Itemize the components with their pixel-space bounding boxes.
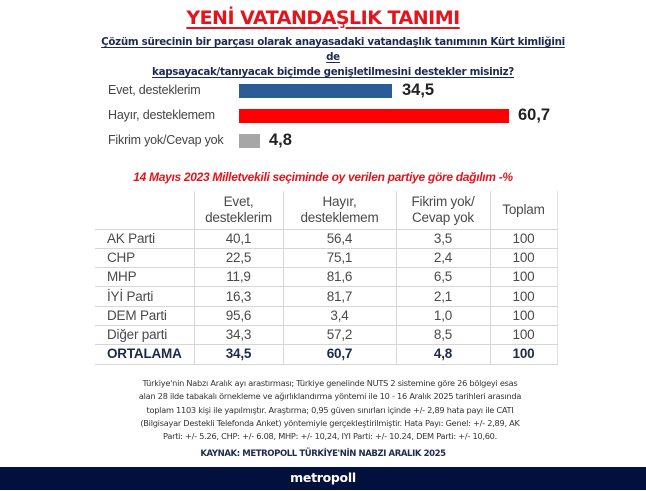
cell-no: 75,1	[282, 248, 396, 269]
survey-question: Çözüm sürecinin bir parçası olarak anaya…	[100, 35, 566, 80]
cell-none: 4,8	[395, 344, 490, 365]
cell-total: 100	[489, 267, 558, 288]
methodology-footnote: Türkiye'nin Nabzı Aralık ayı arastırması…	[95, 377, 565, 443]
header-cell-total: Toplam	[489, 191, 558, 230]
brand-logo: metropoll	[290, 470, 356, 485]
footnote-line: toplam 1103 kişi ile yapılmıştır. Araştı…	[146, 404, 514, 415]
cell-total: 100	[489, 325, 558, 346]
cell-no: 60,7	[282, 344, 396, 365]
cell-yes: 40,1	[193, 229, 283, 249]
header-cell-empty	[95, 191, 194, 230]
cell-total: 100	[489, 286, 558, 307]
table-row-average: ORTALAMA 34,5 60,7 4,8 100	[95, 344, 558, 365]
bar-label: Hayır, desteklemem	[108, 108, 215, 122]
table-row: MHP 11,9 81,6 6,5 100	[95, 267, 558, 288]
cell-yes: 34,3	[193, 325, 283, 346]
footer-band: metropoll	[0, 467, 646, 490]
cell-yes: 34,5	[193, 344, 283, 365]
party-name: CHP	[95, 248, 194, 269]
table-row: AK Parti 40,1 56,4 3,5 100	[95, 229, 558, 249]
party-name: MHP	[95, 267, 194, 288]
bar-label: Fikrim yok/Cevap yok	[108, 133, 224, 147]
table-row: İYİ Parti 16,3 81,7 2,1 100	[95, 286, 558, 307]
bar-row-none: Fikrim yok/Cevap yok 4,8	[0, 131, 646, 149]
cell-yes: 95,6	[193, 306, 283, 326]
source-credit: KAYNAK: METROPOLL TÜRKİYE'NİN NABZI ARAL…	[200, 449, 446, 459]
bar-label: Evet, desteklerim	[108, 83, 201, 97]
bar-value: 34,5	[402, 81, 435, 99]
bar-row-no: Hayır, desteklemem 60,7	[0, 106, 646, 124]
cell-total: 100	[489, 248, 558, 269]
table-row: Diğer parti 34,3 57,2 8,5 100	[95, 325, 558, 346]
bar-value: 4,8	[269, 131, 292, 149]
table-row: DEM Parti 95,6 3,4 1,0 100	[95, 306, 558, 326]
page-title-text: YENİ VATANDAŞLIK TANIMI	[186, 7, 460, 29]
distribution-table: Evet, desteklerim Hayır, desteklemem Fikri…	[95, 191, 558, 365]
page-title: YENİ VATANDAŞLIK TANIMI	[0, 7, 646, 29]
cell-no: 56,4	[282, 229, 396, 249]
party-name: DEM Parti	[95, 306, 194, 326]
cell-total: 100	[489, 229, 558, 249]
cell-no: 3,4	[282, 306, 396, 326]
footnote-line: Parti: +/- 5.26, CHP: +/- 6.08, MHP: +/-…	[163, 431, 497, 442]
table-row: CHP 22,5 75,1 2,4 100	[95, 248, 558, 269]
header-cell-no: Hayır, desteklemem	[282, 191, 396, 230]
table-header-row: Evet, desteklerim Hayır, desteklemem Fikri…	[95, 191, 558, 230]
bar-none	[239, 134, 260, 148]
bar-yes	[239, 84, 392, 98]
footnote-line: Türkiye'nin Nabzı Aralık ayı arastırması…	[142, 378, 518, 388]
average-label: ORTALAMA	[95, 344, 194, 365]
question-line-2: kapsayacak/tanıyacak biçimde genişletilm…	[152, 66, 514, 78]
cell-none: 2,1	[395, 286, 490, 307]
footnote-line: alan 28 ilde tabakalı örnekleme ve ağırl…	[138, 391, 522, 402]
cell-yes: 11,9	[193, 267, 283, 288]
cell-none: 8,5	[395, 325, 490, 346]
cell-none: 6,5	[395, 267, 490, 288]
cell-no: 81,6	[282, 267, 396, 288]
cell-no: 81,7	[282, 286, 396, 307]
bar-no	[239, 109, 509, 123]
party-name: AK Parti	[95, 229, 194, 249]
cell-none: 1,0	[395, 306, 490, 326]
header-cell-yes: Evet, desteklerim	[193, 191, 283, 230]
header-cell-none: Fikrim yok/Cevap yok	[395, 191, 490, 230]
footnote-line: (Bilgisayar Destekli Telefonda Anket) yö…	[140, 417, 520, 428]
question-line-1: Çözüm sürecinin bir parçası olarak anaya…	[101, 36, 565, 63]
bar-value: 60,7	[518, 106, 551, 124]
cell-yes: 16,3	[193, 286, 283, 307]
cell-total: 100	[489, 344, 558, 365]
party-name: Diğer parti	[95, 325, 194, 346]
table-subtitle: 14 Mayıs 2023 Milletvekili seçiminde oy …	[133, 170, 513, 184]
cell-none: 3,5	[395, 229, 490, 249]
cell-no: 57,2	[282, 325, 396, 346]
bar-row-yes: Evet, desteklerim 34,5	[0, 81, 646, 99]
cell-total: 100	[489, 306, 558, 326]
cell-none: 2,4	[395, 248, 490, 269]
cell-yes: 22,5	[193, 248, 283, 269]
party-name: İYİ Parti	[95, 286, 194, 307]
